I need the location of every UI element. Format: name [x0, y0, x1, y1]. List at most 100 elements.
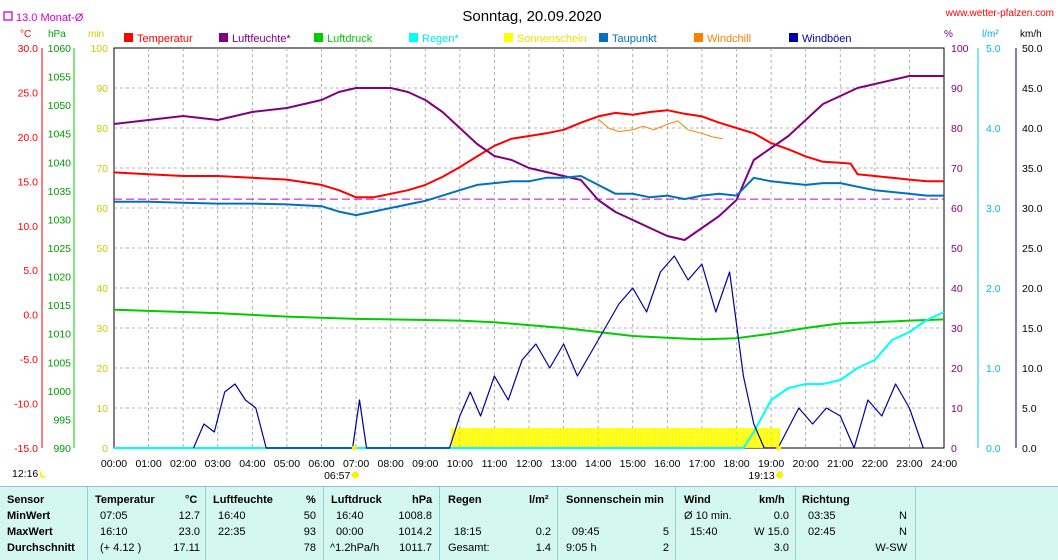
sunshine-bar [465, 428, 469, 448]
sunset-marker [776, 445, 782, 451]
hpa-tick-label: 1020 [48, 272, 72, 284]
wind-tick-label: 10.0 [1022, 363, 1043, 375]
sunshine-bar [554, 428, 557, 448]
sunshine-bar [501, 428, 504, 448]
temp-max-time: 16:10 [100, 526, 128, 538]
hdr-humidity-unit: % [306, 494, 316, 506]
hpa-tick-label: 995 [53, 414, 71, 426]
dir-max-value: N [899, 526, 907, 538]
sunshine-bar [624, 428, 628, 448]
pct-tick-label: 90 [951, 83, 963, 95]
sunshine-bar [751, 428, 754, 448]
row-label-min: MinWert [7, 510, 51, 522]
stats-col-direction: Richtung 03:35 N 02:45 N W-SW [796, 487, 916, 560]
hdr-direction: Richtung [802, 494, 850, 506]
sunshine-bar [536, 428, 540, 448]
sun-total-time: 9:05 h [566, 542, 597, 554]
unit-hpa: hPa [48, 29, 66, 40]
time-tick-label: 21:00 [827, 458, 853, 470]
pct-tick-label: 100 [951, 43, 969, 55]
unit-min: min [88, 29, 104, 40]
moon-time: 12:16 [12, 468, 38, 480]
legend-swatch [409, 33, 418, 42]
sunshine-bar [512, 428, 516, 448]
hdr-pressure-unit: hPa [412, 494, 433, 506]
sunshine-bar [733, 428, 736, 448]
sunshine-bar [662, 428, 666, 448]
legend-label: Regen* [422, 33, 459, 45]
sunshine-bar [457, 428, 460, 448]
stats-col-wind: Wind km/h Ø 10 min. 0.0 15:40 W 15.0 3.0 [676, 487, 796, 560]
sunshine-bar [604, 428, 607, 448]
wind-tick-label: 40.0 [1022, 123, 1043, 135]
hum-avg-value: 78 [303, 542, 316, 554]
sunshine-bar [595, 428, 598, 448]
sunshine-bar [777, 428, 781, 448]
dir-max-time: 02:45 [808, 526, 836, 538]
hdr-temp: Temperatur [95, 494, 155, 506]
stats-col-sensor: Sensor MinWert MaxWert Durchschnitt [0, 487, 88, 560]
time-tick-label: 22:00 [862, 458, 888, 470]
pct-tick-label: 40 [951, 283, 963, 295]
sunshine-bar [454, 428, 457, 448]
legend-swatch [694, 33, 703, 42]
series-line-taupunkt [114, 175, 944, 217]
sunshine-bar [574, 428, 578, 448]
hdr-humidity: Luftfeuchte [213, 494, 273, 506]
time-tick-label: 15:00 [620, 458, 646, 470]
sunshine-bar [715, 428, 719, 448]
pct-tick-label: 60 [951, 203, 963, 215]
sunshine-bar [630, 428, 634, 448]
legend-label: Sonnenschein [517, 33, 587, 45]
sunset-time: 19:13 [748, 470, 774, 482]
pct-tick-label: 30 [951, 323, 963, 335]
sunshine-bar [492, 428, 495, 448]
wind-max-value: W 15.0 [754, 526, 789, 538]
time-tick-label: 13:00 [550, 458, 576, 470]
sunshine-bar [545, 428, 548, 448]
sunshine-bar [659, 428, 663, 448]
sun-avg-value: 2 [662, 542, 669, 554]
min-tick-label: 50 [96, 243, 108, 255]
sunshine-bar [606, 428, 610, 448]
press-avg-trend: ^1.2hPa/h [330, 542, 380, 554]
sunshine-bar [462, 428, 466, 448]
sunshine-bar [648, 428, 651, 448]
sunshine-bar [621, 428, 625, 448]
min-tick-label: 60 [96, 203, 108, 215]
unit-rain: l/m² [982, 29, 999, 40]
sunshine-bar [568, 428, 572, 448]
sunshine-bar [498, 428, 501, 448]
hdr-wind-unit: km/h [759, 494, 785, 506]
sunshine-bar [768, 428, 772, 448]
hpa-tick-label: 1025 [48, 243, 72, 255]
sunshine-bar [480, 428, 484, 448]
sunshine-bar [580, 428, 584, 448]
month-avg-icon [3, 11, 13, 21]
temp-tick-label: 0.0 [23, 310, 38, 322]
pct-tick-label: 80 [951, 123, 963, 135]
hum-max-value: 93 [303, 526, 316, 538]
site-url[interactable]: www.wetter-pfalzen.com [945, 8, 1054, 19]
time-tick-label: 18:00 [723, 458, 749, 470]
sunshine-bar [654, 428, 657, 448]
wind-tick-label: 45.0 [1022, 83, 1043, 95]
sunshine-bar [709, 428, 713, 448]
sunshine-bar [739, 428, 742, 448]
temp-tick-label: 25.0 [18, 87, 39, 99]
hum-min-value: 50 [303, 510, 316, 522]
sunshine-bar [589, 428, 592, 448]
sunshine-bar [489, 428, 493, 448]
sunshine-bar [539, 428, 542, 448]
sunshine-bar [645, 428, 648, 448]
legend-label: Windböen [802, 33, 852, 45]
sun-max-value: 5 [662, 526, 669, 538]
hpa-tick-label: 1060 [48, 43, 72, 55]
temp-tick-label: -5.0 [20, 354, 38, 366]
temp-max-value: 23.0 [178, 526, 200, 538]
sunshine-bar [562, 428, 566, 448]
sunshine-bar [609, 428, 613, 448]
hdr-pressure: Luftdruck [331, 494, 382, 506]
temp-tick-label: 20.0 [18, 132, 39, 144]
sunrise-icon [351, 471, 359, 479]
